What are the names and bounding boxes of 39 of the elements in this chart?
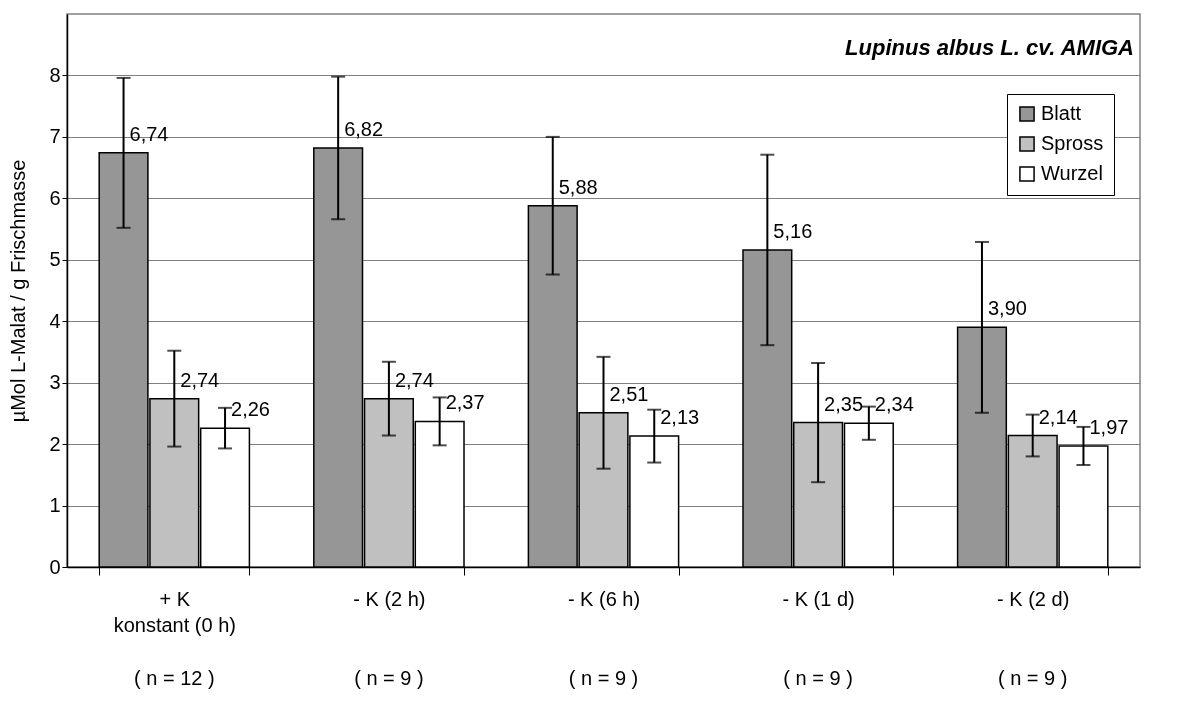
data-label: 6,82 bbox=[344, 117, 384, 140]
data-label: 2,34 bbox=[874, 393, 914, 416]
y-tick-label: 4 bbox=[49, 309, 61, 332]
y-tick-label: 6 bbox=[49, 186, 61, 209]
data-label: 1,97 bbox=[1089, 415, 1129, 438]
y-axis-title: µMol L-Malat / g Frischmasse bbox=[7, 159, 30, 423]
data-label: 2,26 bbox=[231, 398, 270, 421]
data-label: 2,37 bbox=[445, 391, 485, 414]
x-tick-label: + K konstant (0 h) bbox=[113, 587, 236, 636]
data-label: 2,35 bbox=[824, 392, 864, 415]
data-label: 2,51 bbox=[609, 382, 649, 405]
x-tick-label: - K (1 d) bbox=[782, 587, 855, 610]
data-label: 6,74 bbox=[129, 122, 169, 145]
data-label: 3,90 bbox=[987, 297, 1027, 320]
data-label: 2,14 bbox=[1038, 405, 1078, 428]
x-tick-label: - K (2 d) bbox=[997, 587, 1070, 610]
data-label: 2,13 bbox=[660, 406, 700, 429]
data-label: 2,74 bbox=[180, 368, 220, 391]
text: ( n = 9 ) bbox=[354, 667, 424, 689]
text: ( n = 9 ) bbox=[997, 667, 1068, 689]
y-tick-label: 8 bbox=[49, 63, 61, 86]
y-tick-label: 0 bbox=[49, 555, 61, 578]
y-tick-label: 2 bbox=[49, 432, 61, 455]
text: Lupinus albus L. cv. AMIGA bbox=[845, 35, 1134, 60]
text: ( n = 12 ) bbox=[134, 667, 215, 689]
data-label: 2,74 bbox=[394, 368, 434, 391]
legend-label: Blatt bbox=[1041, 102, 1082, 124]
y-tick-label: 7 bbox=[49, 125, 61, 148]
y-tick-label: 5 bbox=[49, 248, 61, 271]
data-label: 5,16 bbox=[773, 219, 813, 242]
text: ( n = 9 ) bbox=[783, 667, 853, 689]
x-tick-label: - K (2 h) bbox=[353, 587, 426, 610]
data-label: 5,88 bbox=[558, 175, 598, 198]
y-tick-label: 1 bbox=[49, 494, 61, 517]
text: ( n = 9 ) bbox=[568, 667, 639, 689]
x-tick-label: - K (6 h) bbox=[567, 587, 641, 610]
legend-label: Wurzel bbox=[1041, 162, 1103, 184]
legend-label: Spross bbox=[1041, 132, 1104, 154]
y-tick-label: 3 bbox=[49, 371, 61, 394]
